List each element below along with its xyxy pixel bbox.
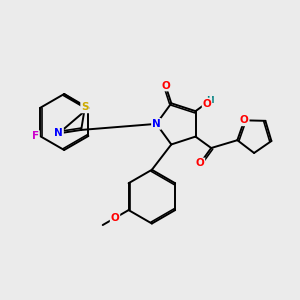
Text: F: F — [32, 131, 39, 141]
Text: O: O — [111, 213, 119, 223]
Text: S: S — [81, 102, 88, 112]
Text: O: O — [240, 115, 249, 125]
Text: O: O — [202, 99, 211, 109]
Text: N: N — [54, 128, 63, 138]
Text: H: H — [206, 96, 214, 105]
Text: O: O — [196, 158, 204, 168]
Text: O: O — [161, 80, 170, 91]
Text: N: N — [152, 119, 161, 129]
